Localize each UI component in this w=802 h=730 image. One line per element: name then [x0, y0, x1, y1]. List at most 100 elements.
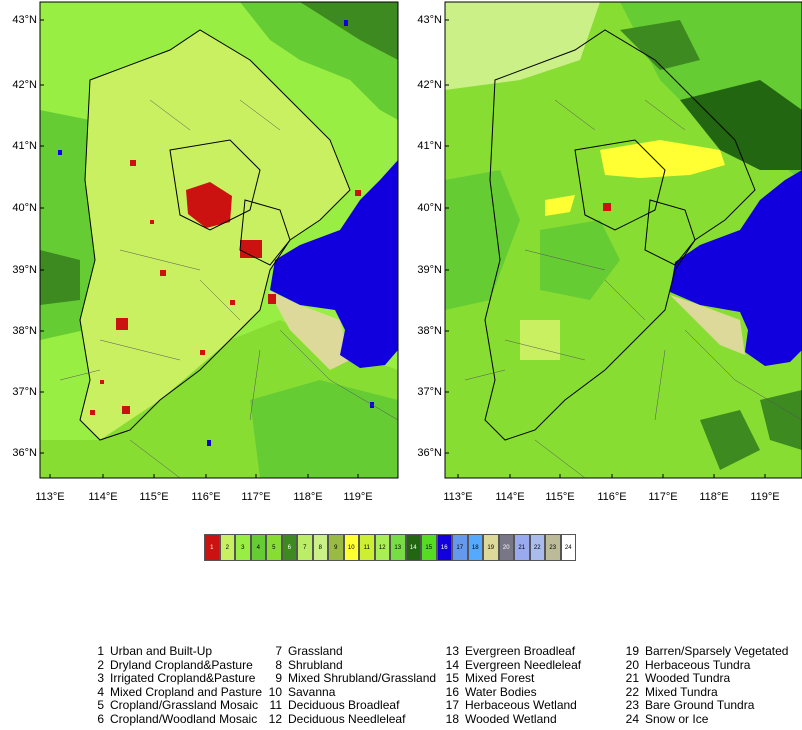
class-number: 1	[97, 644, 104, 658]
legend-swatch: 11	[359, 534, 375, 561]
class-number: 3	[97, 671, 104, 686]
legend-swatch: 9	[328, 534, 344, 561]
lon-label-right: 113°E	[443, 491, 472, 503]
class-name: Water Bodies	[465, 684, 537, 699]
class-name: Cropland/Woodland Mosaic	[110, 711, 258, 726]
lon-label-right: 116°E	[597, 491, 626, 503]
lat-label-right: 40°N	[417, 202, 442, 214]
class-number: 8	[275, 657, 282, 672]
class-number: 23	[625, 698, 639, 713]
legend-swatch: 13	[390, 534, 406, 561]
legend-swatch: 15	[421, 534, 437, 561]
class-number: 4	[97, 684, 104, 699]
lat-label-left: 38°N	[12, 325, 37, 337]
class-number: 21	[625, 671, 639, 686]
class-name: Evergreen Broadleaf	[465, 644, 576, 658]
lat-label-right: 41°N	[417, 140, 442, 152]
class-list-item: 2 Dryland Cropland&Pasture	[90, 657, 262, 673]
lon-label-right: 118°E	[699, 491, 728, 503]
lon-label-left: 114°E	[88, 491, 117, 503]
class-name: Bare Ground Tundra	[645, 698, 755, 713]
class-number: 24	[625, 711, 639, 726]
legend-swatch: 5	[266, 534, 282, 561]
lat-label-right: 39°N	[417, 264, 442, 276]
class-number: 12	[268, 711, 282, 726]
class-list-item: 18 Wooded Wetland	[445, 711, 581, 727]
lat-label-left: 41°N	[12, 140, 37, 152]
class-list-item: 17 Herbaceous Wetland	[445, 699, 581, 713]
lon-label-right: 119°E	[750, 491, 779, 503]
lat-label-right: 37°N	[417, 386, 442, 398]
class-name: Shrubland	[288, 657, 343, 672]
legend-swatch: 17	[452, 534, 468, 561]
class-name: Cropland/Grassland Mosaic	[110, 698, 259, 713]
lat-label-right: 43°N	[417, 14, 442, 26]
legend-swatch: 16	[436, 534, 452, 561]
lon-label-left: 113°E	[35, 491, 64, 503]
legend-swatch: 24	[560, 534, 576, 561]
axis-labels: 43°N 43°N 42°N 42°N 41°N 41°N 40°N 40°N 39°N 39°N…	[12, 14, 779, 503]
land-use-color-legend: 1 2 3 4 5 6 7 8 9 10 11 12 13 14 15 16 17 18 19 20 21 22 23 24	[204, 534, 576, 561]
lat-label-left: 39°N	[12, 264, 37, 276]
lon-label-left: 115°E	[139, 491, 168, 503]
class-list-item: 23 Bare Ground Tundra	[625, 699, 788, 713]
lon-label-left: 118°E	[293, 491, 322, 503]
class-list-item: 4 Mixed Cropland and Pasture	[90, 684, 263, 700]
class-name: Evergreen Needleleaf	[465, 657, 582, 672]
class-name: Deciduous Needleleaf	[288, 711, 406, 726]
class-number: 22	[625, 684, 639, 699]
class-name: Deciduous Broadleaf	[288, 698, 400, 713]
class-name: Savanna	[288, 684, 336, 699]
legend-swatch: 10	[343, 534, 359, 561]
legend-swatch: 23	[545, 534, 561, 561]
class-name: Snow or Ice	[645, 711, 709, 726]
class-list-item: 3 Irrigated Cropland&Pasture	[90, 672, 262, 686]
class-number: 19	[625, 644, 639, 658]
class-list-item: 22 Mixed Tundra	[625, 684, 788, 700]
class-list-item: 5 Cropland/Grassland Mosaic	[90, 699, 262, 713]
lat-label-left: 36°N	[12, 447, 37, 459]
legend-swatch: 6	[281, 534, 297, 561]
class-name: Mixed Forest	[465, 671, 535, 686]
class-list-item: 8 Shrubland	[268, 657, 436, 673]
class-number: 5	[97, 698, 104, 713]
class-name: Mixed Tundra	[645, 684, 718, 699]
class-list-column: 13 Evergreen Broadleaf 14 Evergreen Needlel…	[445, 644, 582, 727]
class-list-column: 1 Urban and Built-Up 2 Dryland Cropland&Pas…	[90, 644, 263, 727]
class-number: 18	[445, 711, 459, 726]
class-name: Wooded Wetland	[465, 711, 557, 726]
legend-swatch: 1	[204, 534, 220, 561]
class-list-item: 19 Barren/Sparsely Vegetated	[625, 644, 789, 659]
legend-swatch: 8	[312, 534, 328, 561]
legend-swatch: 12	[374, 534, 390, 561]
legend-swatch: 14	[405, 534, 421, 561]
class-list-item: 24 Snow or Ice	[625, 711, 788, 727]
class-number: 11	[269, 698, 282, 713]
legend-swatch: 3	[235, 534, 251, 561]
left-map-panel	[40, 2, 398, 478]
class-list-column: 7 Grassland 8 Shrubland 9 Mixed Shrubland/Gra…	[268, 644, 436, 727]
legend-swatch: 18	[467, 534, 483, 561]
class-list-item: 15 Mixed Forest	[445, 672, 581, 686]
class-name: Barren/Sparsely Vegetated	[645, 644, 789, 658]
lon-label-right: 114°E	[495, 491, 524, 503]
class-name: Mixed Shrubland/Grassland	[288, 671, 437, 686]
class-number: 10	[268, 684, 282, 699]
class-number: 13	[445, 644, 459, 658]
lat-label-right: 36°N	[417, 447, 442, 459]
class-list-item: 21 Wooded Tundra	[625, 672, 788, 686]
class-number: 6	[97, 711, 104, 726]
class-name: Mixed Cropland and Pasture	[110, 684, 263, 699]
class-number: 20	[625, 657, 639, 672]
class-number: 9	[275, 671, 282, 686]
class-list-item: 20 Herbaceous Tundra	[625, 657, 788, 673]
class-number: 7	[275, 644, 282, 658]
class-name: Dryland Cropland&Pasture	[110, 657, 253, 672]
class-list-item: 9 Mixed Shrubland/Grassland	[268, 672, 436, 686]
class-name: Herbaceous Tundra	[645, 657, 751, 672]
lon-label-left: 117°E	[241, 491, 270, 503]
right-map-panel	[445, 2, 802, 478]
class-list-item: 14 Evergreen Needleleaf	[445, 657, 582, 673]
class-name: Wooded Tundra	[645, 671, 731, 686]
legend-swatch: 2	[219, 534, 235, 561]
